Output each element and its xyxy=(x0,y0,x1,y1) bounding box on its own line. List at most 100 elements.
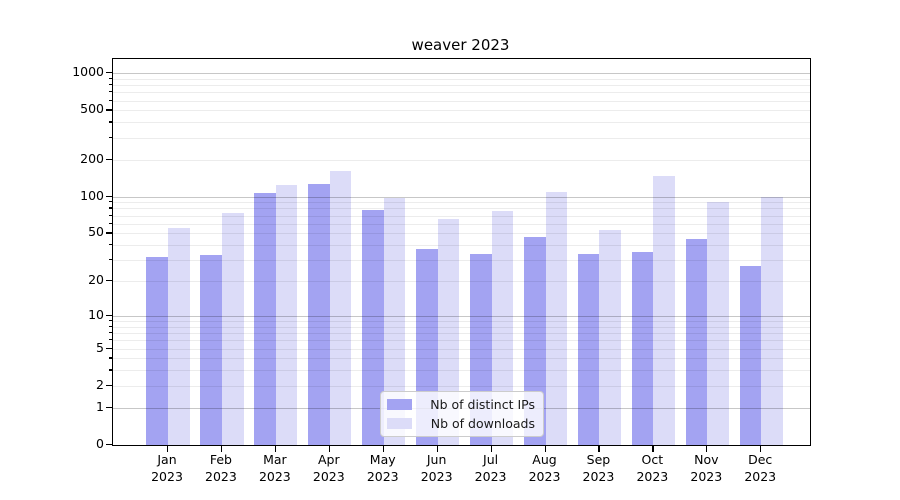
gridline-minor xyxy=(113,260,810,262)
y-minor-tick-mark xyxy=(108,99,112,101)
y-tick-label: 1000 xyxy=(72,64,104,80)
x-tick-mark xyxy=(598,445,600,452)
x-tick-mark xyxy=(382,445,384,452)
y-minor-tick-mark xyxy=(108,339,112,341)
y-tick-label: 500 xyxy=(80,101,104,117)
y-minor-tick-mark xyxy=(108,369,112,371)
gridline-major xyxy=(113,73,810,75)
bar-downloads xyxy=(168,228,190,445)
y-minor-tick-mark xyxy=(108,320,112,322)
y-minor-tick-mark xyxy=(108,332,112,334)
x-tick-label: Jul 2023 xyxy=(474,452,507,484)
x-tick-label: Jun 2023 xyxy=(420,452,453,484)
gridline-minor xyxy=(113,358,810,360)
y-minor-tick-mark xyxy=(108,84,112,86)
x-tick-label: May 2023 xyxy=(366,452,399,484)
legend-swatch-downloads xyxy=(387,418,412,429)
gridline-minor xyxy=(113,233,810,235)
x-tick-mark xyxy=(220,445,223,452)
y-tick-mark xyxy=(106,314,112,317)
x-tick-label: Nov 2023 xyxy=(690,452,723,484)
x-tick-mark xyxy=(652,445,654,452)
y-tick-label: 5 xyxy=(96,339,104,355)
bar-distinct-ips xyxy=(631,252,654,445)
x-tick-label: Dec 2023 xyxy=(744,452,777,484)
x-tick-mark xyxy=(328,445,330,452)
bar-downloads xyxy=(761,197,783,445)
bar-distinct-ips xyxy=(739,265,762,445)
x-tick-label: Feb 2023 xyxy=(205,452,237,484)
gridline-minor xyxy=(113,85,810,87)
y-tick-mark xyxy=(106,347,112,349)
gridline-minor xyxy=(113,385,810,387)
bar-downloads xyxy=(275,184,298,445)
bar-distinct-ips xyxy=(308,183,330,445)
y-minor-tick-mark xyxy=(108,136,112,138)
y-minor-tick-mark xyxy=(108,357,112,359)
y-tick-label: 200 xyxy=(80,150,104,166)
bar-downloads xyxy=(437,219,460,445)
y-minor-tick-mark xyxy=(108,201,112,203)
y-tick-label: 2 xyxy=(96,376,104,392)
gridline-minor xyxy=(113,281,810,283)
y-tick-mark xyxy=(106,444,112,446)
y-minor-tick-mark xyxy=(108,259,112,261)
bar-downloads xyxy=(707,202,729,445)
x-tick-label: Oct 2023 xyxy=(636,452,669,484)
x-tick-mark xyxy=(436,445,438,452)
y-tick-label: 1 xyxy=(96,398,104,414)
gridline-minor xyxy=(113,208,810,210)
bar-distinct-ips xyxy=(200,255,222,445)
x-tick-mark xyxy=(167,445,169,452)
gridline-minor xyxy=(113,215,810,217)
y-tick-mark xyxy=(106,384,112,387)
y-minor-tick-mark xyxy=(108,222,112,224)
bar-distinct-ips xyxy=(362,210,384,445)
y-tick-label: 10 xyxy=(88,306,104,322)
y-tick-mark xyxy=(106,406,112,408)
gridline-minor xyxy=(113,370,810,372)
y-minor-tick-mark xyxy=(108,207,112,209)
legend-item-downloads: Nb of downloads xyxy=(387,416,535,431)
bar-distinct-ips xyxy=(146,256,168,445)
gridline-minor xyxy=(113,333,810,335)
bar-distinct-ips xyxy=(254,192,276,445)
bar-downloads xyxy=(491,211,514,445)
y-minor-tick-mark xyxy=(108,77,112,79)
gridline-minor xyxy=(113,348,810,350)
gridline-minor xyxy=(113,100,810,102)
y-tick-mark xyxy=(106,280,112,282)
y-tick-mark xyxy=(106,109,112,111)
gridline-minor xyxy=(113,326,810,328)
x-tick-mark xyxy=(490,445,492,452)
x-tick-mark xyxy=(274,445,277,452)
y-tick-label: 100 xyxy=(80,187,104,203)
gridline-minor xyxy=(113,122,810,124)
gridline-minor xyxy=(113,137,810,139)
bar-downloads xyxy=(383,198,406,445)
bar-downloads xyxy=(545,192,568,445)
y-tick-mark xyxy=(106,232,112,234)
x-tick-label: Jan 2023 xyxy=(151,452,183,484)
chart-title: weaver 2023 xyxy=(411,36,510,54)
y-minor-tick-mark xyxy=(108,244,112,246)
gridline-major xyxy=(113,196,810,198)
bar-distinct-ips xyxy=(577,253,600,445)
legend-label-downloads: Nb of downloads xyxy=(430,416,535,431)
gridline-minor xyxy=(113,202,810,204)
x-tick-mark xyxy=(706,445,708,452)
x-tick-label: Mar 2023 xyxy=(258,452,291,484)
y-tick-label: 50 xyxy=(88,224,104,240)
bar-downloads xyxy=(329,171,352,445)
x-tick-mark xyxy=(760,445,762,452)
gridline-minor xyxy=(113,92,810,94)
bar-downloads xyxy=(599,230,622,445)
y-tick-label: 0 xyxy=(96,436,104,451)
gridline-minor xyxy=(113,245,810,247)
y-minor-tick-mark xyxy=(108,91,112,93)
gridline-minor xyxy=(113,159,810,161)
gridline-minor xyxy=(113,78,810,80)
gridline-minor xyxy=(113,340,810,342)
y-tick-mark xyxy=(106,195,112,197)
